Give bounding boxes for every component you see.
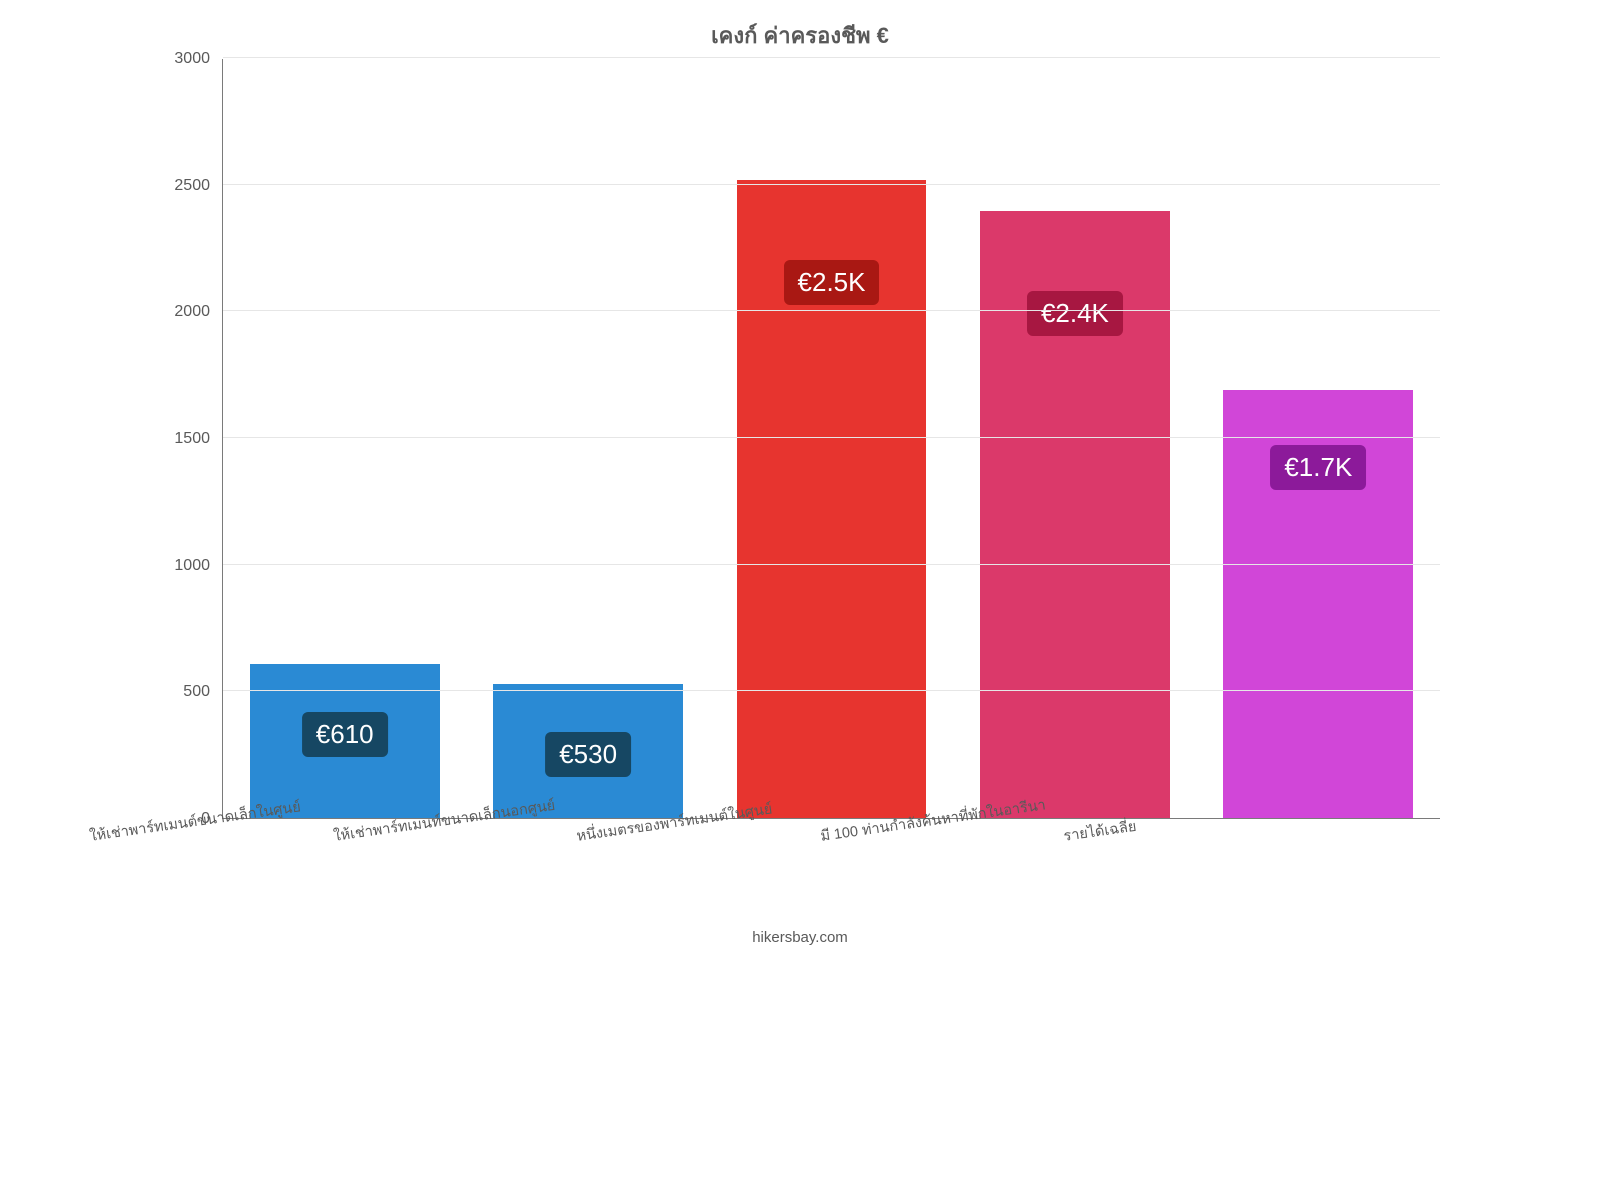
gridline — [223, 184, 1440, 185]
gridline — [223, 564, 1440, 565]
plot-row: 050010001500200025003000 €610€530€2.5K€2… — [160, 59, 1440, 819]
y-tick-label: 500 — [160, 683, 210, 701]
cost-of-living-chart: เคงก์ ค่าครองชีพ € 050010001500200025003… — [160, 0, 1440, 960]
value-badge: €1.7K — [1270, 445, 1366, 490]
y-tick-label: 2000 — [160, 303, 210, 321]
bar-slot: €610 — [223, 59, 466, 818]
gridline — [223, 310, 1440, 311]
bar-slot: €1.7K — [1197, 59, 1440, 818]
gridline — [223, 690, 1440, 691]
value-badge: €610 — [302, 712, 388, 757]
y-tick-label: 1000 — [160, 557, 210, 575]
bar-slot: €2.5K — [710, 59, 953, 818]
value-badge: €2.5K — [784, 260, 880, 305]
y-tick-label: 1500 — [160, 430, 210, 448]
gridline — [223, 437, 1440, 438]
bars-container: €610 €530 €2.5K €2.4K €1.7K — [223, 59, 1440, 818]
y-axis: 050010001500200025003000 — [160, 59, 222, 819]
bar-slot: €2.4K — [953, 59, 1196, 818]
bar: €610 — [250, 664, 440, 818]
y-tick-label: 2500 — [160, 177, 210, 195]
bar-slot: €530 — [466, 59, 709, 818]
value-badge: €2.4K — [1027, 291, 1123, 336]
bar: €2.4K — [980, 211, 1170, 818]
gridline — [223, 57, 1440, 58]
bar: €1.7K — [1223, 390, 1413, 818]
x-slot: รายได้เฉลี่ย — [1196, 819, 1440, 879]
x-axis: ให้เช่าพาร์ทเมนต์ขนาดเล็กในศูนย์ให้เช่าพ… — [222, 819, 1440, 879]
plot-area: €610 €530 €2.5K €2.4K €1.7K — [222, 59, 1440, 819]
value-badge: €530 — [545, 732, 631, 777]
chart-title: เคงก์ ค่าครองชีพ € — [160, 18, 1440, 53]
bar: €2.5K — [737, 180, 927, 818]
attribution: hikersbay.com — [160, 929, 1440, 946]
y-tick-label: 3000 — [160, 50, 210, 68]
